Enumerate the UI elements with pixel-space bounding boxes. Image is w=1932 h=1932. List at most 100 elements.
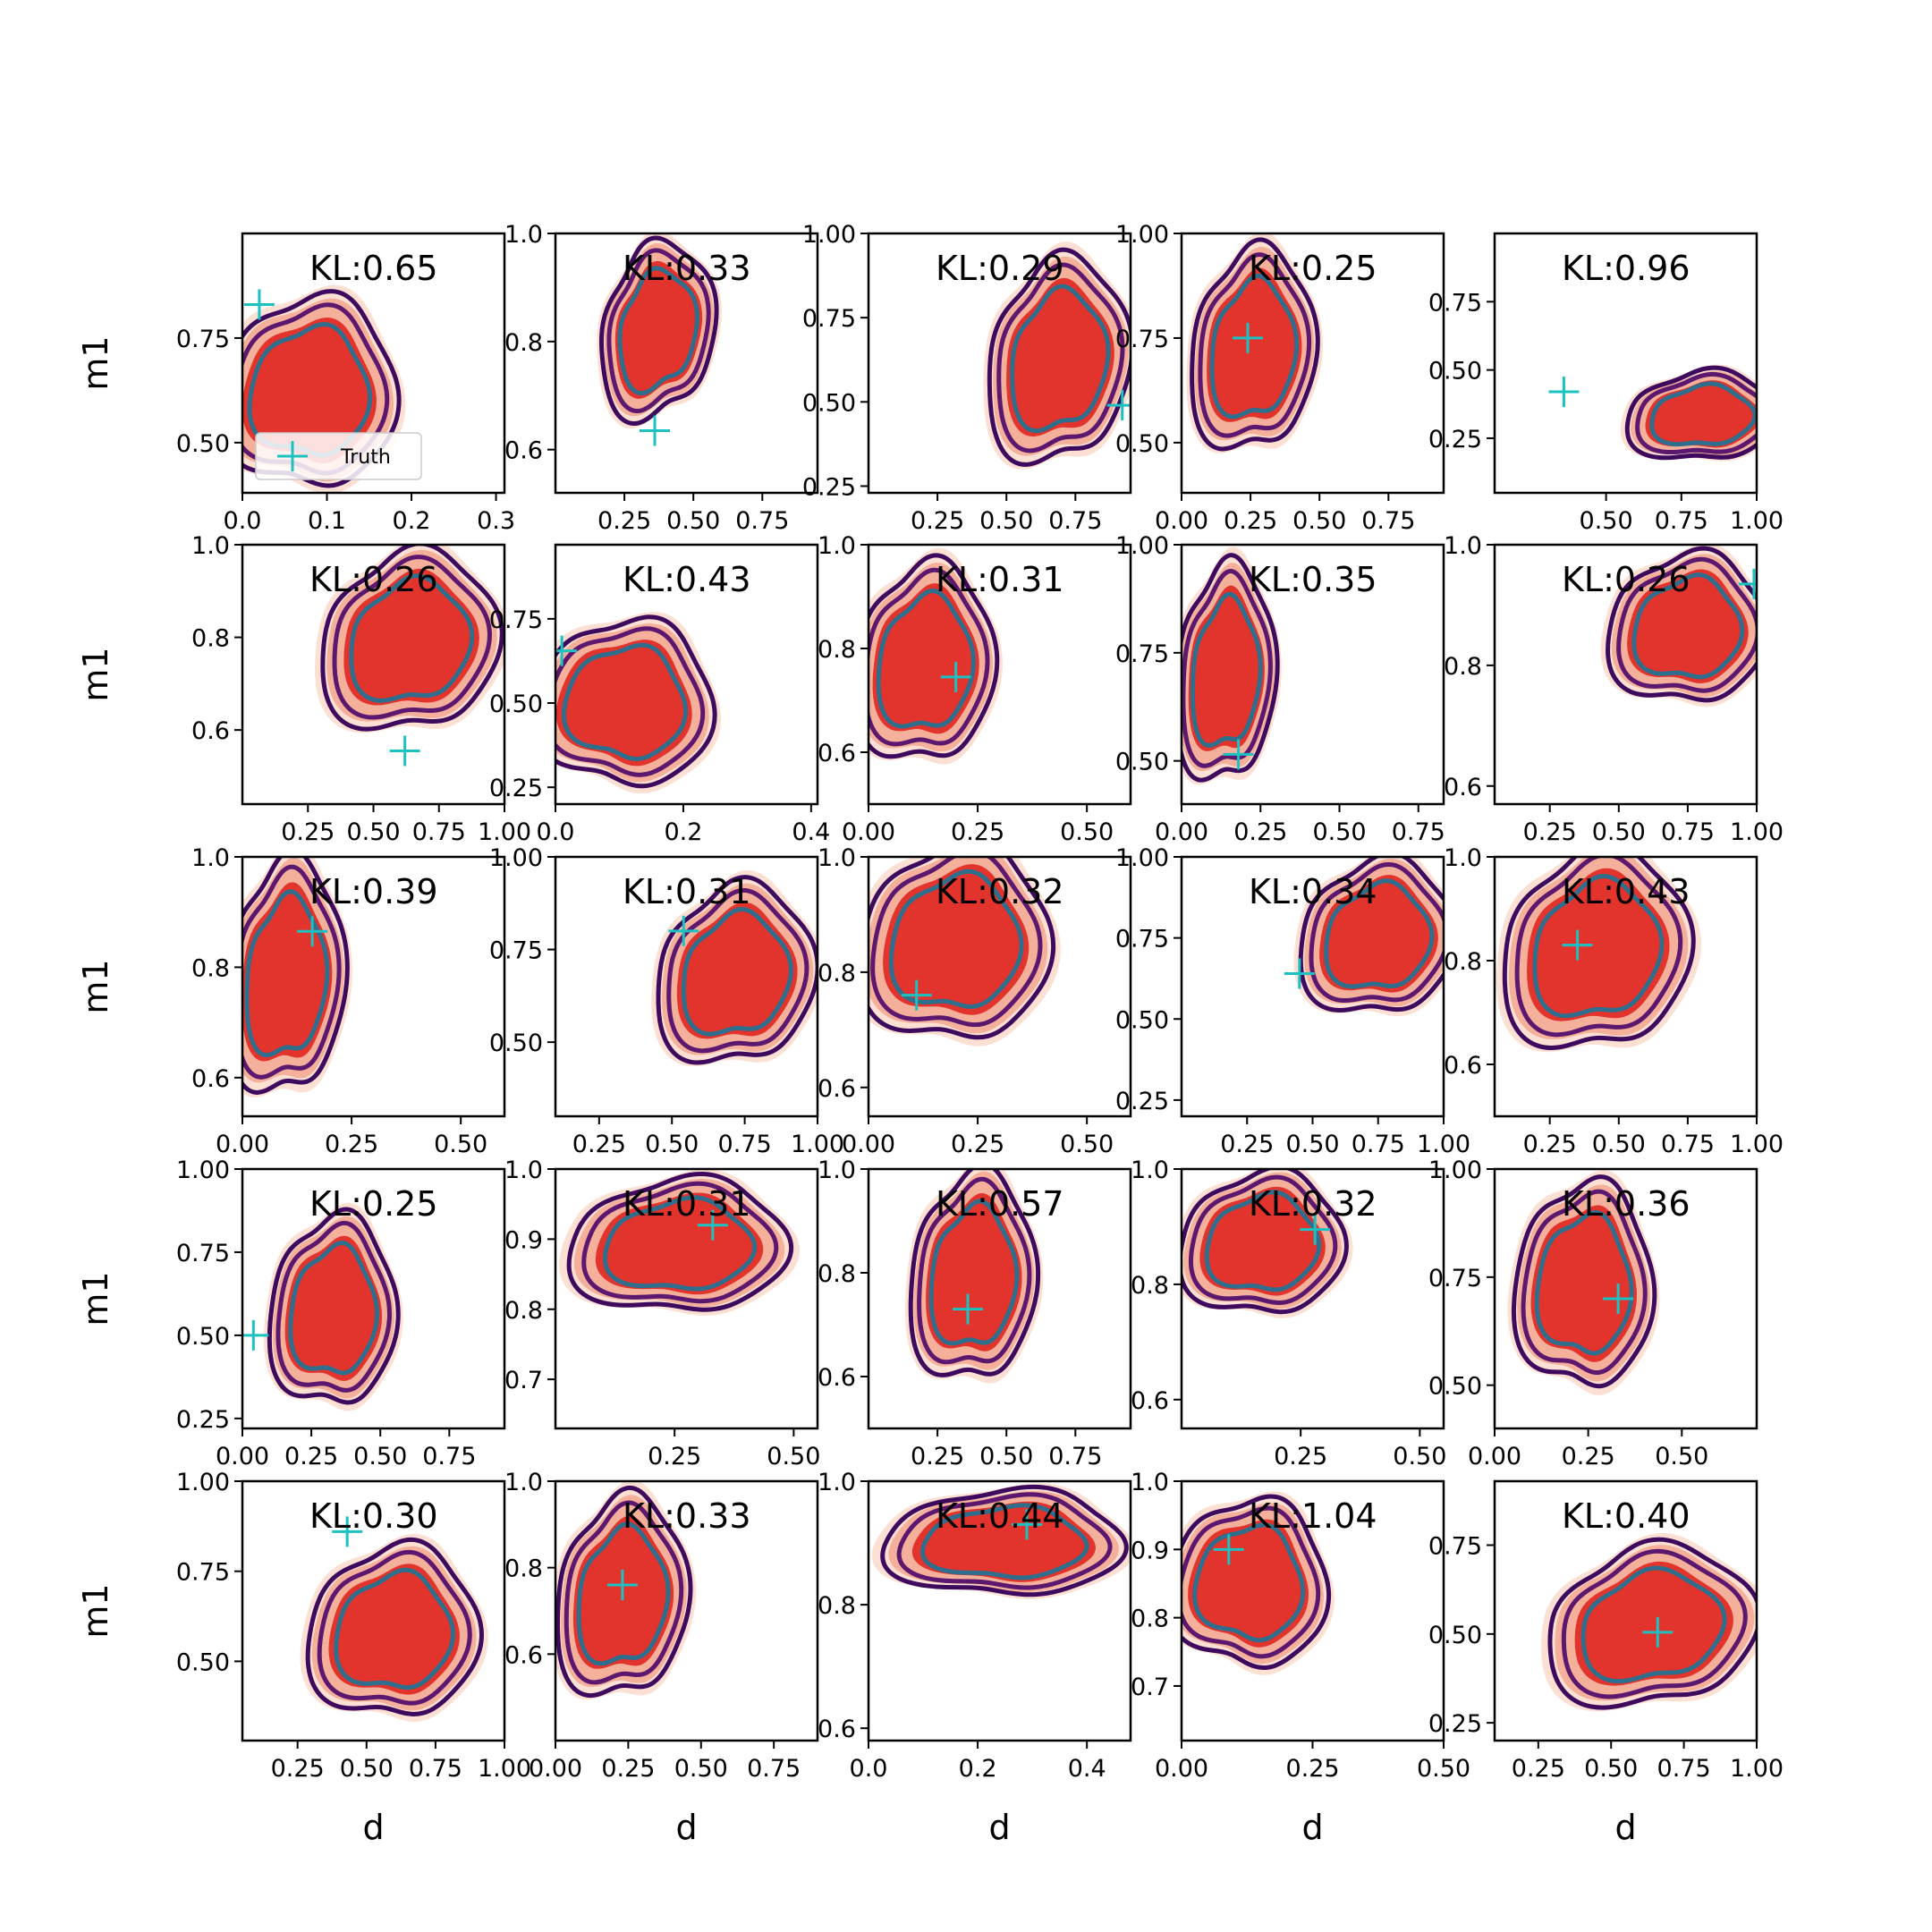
x-axis-title: d [988, 1808, 1010, 1847]
contour-line-outer [1511, 1174, 1657, 1389]
axes-frame [554, 1479, 819, 1742]
x-tick-label: 0.50 [979, 1443, 1033, 1470]
contour-line-mid [564, 1500, 684, 1685]
contour-line-inner [288, 1240, 380, 1376]
contour-line-inner [919, 1503, 1089, 1580]
contour-line-inner [1532, 874, 1665, 1019]
plot-area [242, 857, 352, 1097]
density-fill-inner [1319, 875, 1438, 993]
kl-label: KL:0.36 [1562, 1184, 1690, 1224]
y-axis-title: m1 [76, 1271, 115, 1326]
y-tick-label: 0.50 [802, 389, 856, 417]
contour-line-mid [555, 626, 706, 777]
subplot-9: KL:0.35 0.00 0.25 0.50 0.75 0.50 0.75 1.00 [1115, 532, 1445, 846]
x-tick-label: 0.00 [529, 1755, 582, 1783]
plot-area [1182, 547, 1282, 785]
y-tick-label: 0.50 [176, 430, 230, 458]
x-tick-label: 0.25 [1523, 818, 1577, 846]
y-tick-label: 1.0 [818, 844, 856, 872]
y-tick-label: 1.00 [489, 844, 543, 872]
contour-line-outer [1606, 546, 1757, 703]
subplot-10: KL:0.26 0.25 0.50 0.75 1.00 0.6 0.8 1.0 [1444, 532, 1784, 846]
y-tick-label: 0.8 [1131, 1272, 1169, 1300]
truth-marker [668, 915, 699, 946]
contour-line-outer [880, 1484, 1129, 1597]
y-tick-label: 1.00 [176, 1157, 230, 1184]
y-tick-label: 0.8 [191, 625, 230, 653]
contour-line-outer [555, 614, 717, 789]
subplot-3: KL:0.29 0.25 0.50 0.75 0.25 0.50 0.75 1.00 [802, 221, 1132, 535]
x-tick-label: 0.2 [959, 1755, 997, 1783]
y-tick-label: 0.50 [1428, 1373, 1482, 1401]
contour-line-outer [555, 1485, 693, 1699]
x-tick-label: 0.25 [1523, 1131, 1577, 1158]
x-tick-label: 0.50 [353, 1443, 407, 1470]
y-tick-label: 0.50 [489, 1030, 543, 1057]
contour-line-inner [576, 1521, 671, 1666]
y-tick-label: 0.8 [818, 1592, 856, 1620]
kl-label: KL:0.57 [936, 1184, 1064, 1224]
y-tick-label: 0.50 [176, 1648, 230, 1676]
plot-area [1507, 1170, 1660, 1395]
x-tick-label: 1.00 [1417, 1131, 1470, 1158]
plot-area [1182, 1169, 1353, 1318]
x-tick-label: 0.75 [1361, 507, 1415, 535]
axes-frame [867, 232, 1132, 495]
y-tick-label: 1.00 [176, 1469, 230, 1496]
contour-line-mid [1182, 1505, 1321, 1659]
truth-marker [1548, 377, 1580, 408]
subplot-8: KL:0.31 0.00 0.25 0.50 0.6 0.8 1.0 [818, 532, 1132, 846]
subplot-17: KL:0.31 0.25 0.50 0.7 0.8 0.9 1.0 [504, 1157, 820, 1470]
plot-area [597, 233, 722, 446]
contour-line-inner [561, 642, 689, 762]
density-fill-inner [883, 864, 1030, 1015]
contour-line-mid [666, 887, 809, 1054]
contour-line-inner [681, 907, 793, 1037]
truth-marker [1223, 739, 1254, 770]
density-fill-inner [1188, 1519, 1309, 1648]
y-tick-label: 0.8 [504, 329, 543, 357]
x-tick-label: 0.75 [422, 1443, 476, 1470]
contour-line-inner [928, 1199, 1020, 1346]
y-axis-title: m1 [76, 647, 115, 701]
y-tick-label: 0.6 [504, 1641, 543, 1669]
axes-frame [1180, 1167, 1445, 1430]
x-tick-label: 0.25 [1220, 1131, 1274, 1158]
plot-area [1182, 1491, 1335, 1675]
density-fill-inner [595, 1192, 764, 1295]
x-tick-label: 0.25 [325, 1131, 378, 1158]
subplot-grid: KL:0.65 0.0 0.1 0.2 0.3 0.50 0.75 m1 Truth KL:0.3… [76, 221, 1784, 1847]
contour-line-inner [1204, 1190, 1322, 1292]
y-tick-label: 0.8 [504, 1555, 543, 1583]
truth-marker [1642, 1616, 1674, 1648]
y-tick-label: 0.75 [176, 326, 230, 353]
y-tick-label: 0.25 [1115, 1088, 1169, 1115]
x-tick-label: 0.50 [1584, 1755, 1638, 1783]
x-tick-label: 0.75 [718, 1131, 772, 1158]
y-tick-label: 0.50 [1115, 749, 1169, 776]
truth-marker [1233, 322, 1264, 353]
x-tick-label: 0.4 [1068, 1755, 1106, 1783]
x-tick-label: 0.00 [1155, 1755, 1208, 1783]
x-tick-label: 0.50 [1417, 1755, 1470, 1783]
y-tick-label: 0.6 [504, 437, 543, 465]
y-tick-label: 0.50 [176, 1323, 230, 1351]
kl-label: KL:0.26 [1562, 560, 1690, 599]
y-tick-label: 0.25 [1428, 1710, 1482, 1738]
contour-line-outer [656, 875, 818, 1065]
subplot-20: KL:0.36 0.00 0.25 0.50 0.50 0.75 1.00 [1428, 1157, 1758, 1470]
truth-marker [1284, 958, 1315, 989]
contour-line-outer [869, 553, 1000, 759]
x-tick-label: 0.75 [747, 1755, 801, 1783]
contour-line-mid [996, 262, 1125, 453]
contour-line-mid [1635, 371, 1757, 455]
axes-frame [554, 855, 819, 1118]
y-tick-label: 1.00 [1428, 1157, 1482, 1184]
x-tick-label: 0.25 [951, 818, 1004, 846]
contour-line-outer [1182, 1494, 1332, 1671]
y-tick-label: 0.8 [818, 960, 856, 987]
x-tick-label: 0.50 [1285, 1131, 1339, 1158]
y-tick-label: 0.6 [1131, 1387, 1169, 1415]
contour-line-outer [869, 857, 1056, 1040]
x-tick-label: 0.00 [842, 1131, 895, 1158]
